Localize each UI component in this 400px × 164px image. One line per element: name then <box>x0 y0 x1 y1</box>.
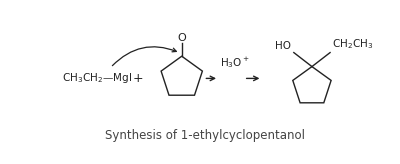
Text: CH$_3$CH$_2$—MgI: CH$_3$CH$_2$—MgI <box>62 71 132 85</box>
Text: HO: HO <box>275 41 291 51</box>
Text: CH$_2$CH$_3$: CH$_2$CH$_3$ <box>332 38 373 51</box>
Text: +: + <box>133 72 144 85</box>
Text: Synthesis of 1-ethylcyclopentanol: Synthesis of 1-ethylcyclopentanol <box>105 129 305 142</box>
FancyArrowPatch shape <box>112 47 176 66</box>
Text: H$_3$O$^+$: H$_3$O$^+$ <box>220 55 249 70</box>
Text: O: O <box>177 33 186 43</box>
